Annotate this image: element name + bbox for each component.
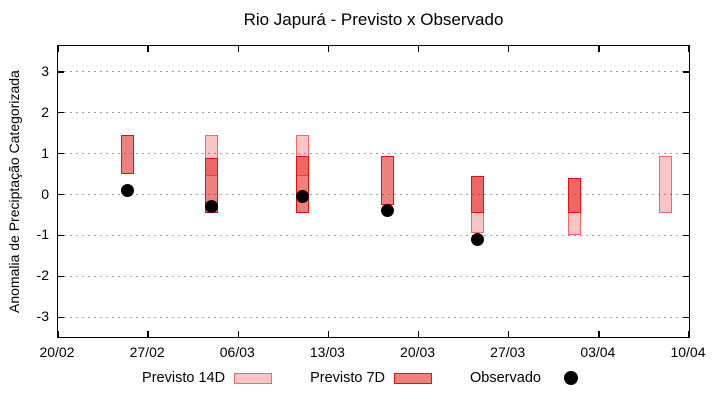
x-tick-top bbox=[147, 46, 149, 52]
y-tick-label: 1 bbox=[41, 144, 49, 161]
gridline-y-2 bbox=[58, 275, 689, 277]
gridline-y-1 bbox=[58, 234, 689, 236]
y-tick-left bbox=[58, 111, 64, 114]
y-tick-left bbox=[58, 193, 64, 196]
observado-point bbox=[296, 190, 310, 204]
legend-label-observado: Observado bbox=[470, 370, 541, 386]
y-tick-left bbox=[58, 316, 64, 319]
legend-label-previsto-7d: Previsto 7D bbox=[310, 370, 386, 386]
bar-previsto-7d bbox=[471, 176, 485, 213]
legend-swatch-previsto-14d-icon bbox=[234, 372, 273, 384]
bar-previsto-7d bbox=[121, 135, 135, 175]
y-tick-right bbox=[683, 234, 689, 237]
y-tick-right bbox=[683, 71, 689, 73]
legend-item-previsto-7d: Previsto 7D bbox=[310, 370, 433, 386]
gridline-y-3 bbox=[58, 316, 689, 318]
x-tick-label: 06/03 bbox=[219, 344, 255, 360]
x-tick-top bbox=[327, 46, 330, 52]
bar-previsto-7d bbox=[296, 155, 310, 213]
legend-observado-dot-icon bbox=[563, 371, 578, 385]
legend-label-previsto-14d: Previsto 14D bbox=[142, 370, 226, 386]
bar-previsto-7d bbox=[381, 155, 395, 205]
x-tick-top bbox=[57, 46, 59, 52]
x-tick-bottom bbox=[57, 331, 59, 337]
x-tick-bottom bbox=[327, 331, 330, 337]
gridline-y0 bbox=[58, 194, 689, 196]
x-tick-top bbox=[417, 46, 420, 52]
x-tick-bottom bbox=[237, 331, 240, 337]
legend: Previsto 14D Previsto 7D Observado bbox=[0, 370, 720, 386]
x-tick-bottom bbox=[507, 331, 510, 337]
x-tick-label: 20/02 bbox=[39, 344, 75, 360]
y-tick-label: 0 bbox=[41, 185, 49, 202]
gridline-y3 bbox=[58, 71, 689, 73]
y-tick-label: -1 bbox=[36, 226, 49, 243]
y-tick-right bbox=[683, 193, 689, 196]
observado-point bbox=[204, 200, 218, 214]
legend-item-previsto-14d: Previsto 14D bbox=[142, 370, 273, 386]
x-tick-top bbox=[598, 46, 600, 52]
y-tick-right bbox=[683, 316, 689, 319]
gridline-y2 bbox=[58, 112, 689, 114]
gridline-y1 bbox=[58, 153, 689, 155]
observado-point bbox=[471, 233, 485, 247]
x-tick-label: 03/04 bbox=[580, 344, 616, 360]
x-tick-label: 20/03 bbox=[400, 344, 436, 360]
x-tick-bottom bbox=[147, 331, 149, 337]
y-tick-label: -2 bbox=[36, 267, 49, 284]
y-tick-left bbox=[58, 152, 64, 155]
observado-point bbox=[121, 183, 135, 197]
bar-previsto-7d bbox=[567, 178, 581, 213]
x-tick-top bbox=[507, 46, 510, 52]
observado-point bbox=[381, 204, 395, 218]
x-tick-bottom bbox=[598, 331, 600, 337]
y-tick-label: 3 bbox=[41, 62, 49, 79]
legend-swatch-previsto-7d-icon bbox=[394, 372, 433, 384]
x-tick-top bbox=[237, 46, 240, 52]
y-tick-right bbox=[683, 111, 689, 114]
y-tick-right bbox=[683, 275, 689, 278]
x-tick-bottom bbox=[417, 331, 420, 337]
x-tick-label: 13/03 bbox=[309, 344, 345, 360]
chart-title: Rio Japurá - Previsto x Observado bbox=[243, 10, 504, 29]
y-tick-label: 2 bbox=[41, 103, 49, 120]
x-tick-bottom bbox=[688, 331, 690, 337]
y-tick-right bbox=[683, 152, 689, 155]
x-tick-label: 27/03 bbox=[490, 344, 526, 360]
plot-area bbox=[57, 45, 690, 338]
x-tick-label: 10/04 bbox=[670, 344, 706, 360]
x-tick-top bbox=[688, 46, 690, 52]
y-tick-left bbox=[58, 71, 64, 73]
legend-item-observado: Observado bbox=[470, 370, 578, 386]
y-tick-left bbox=[58, 275, 64, 278]
y-tick-label: -3 bbox=[36, 308, 49, 325]
x-tick-label: 27/02 bbox=[129, 344, 165, 360]
bar-previsto-14d bbox=[659, 155, 673, 213]
y-tick-left bbox=[58, 234, 64, 237]
